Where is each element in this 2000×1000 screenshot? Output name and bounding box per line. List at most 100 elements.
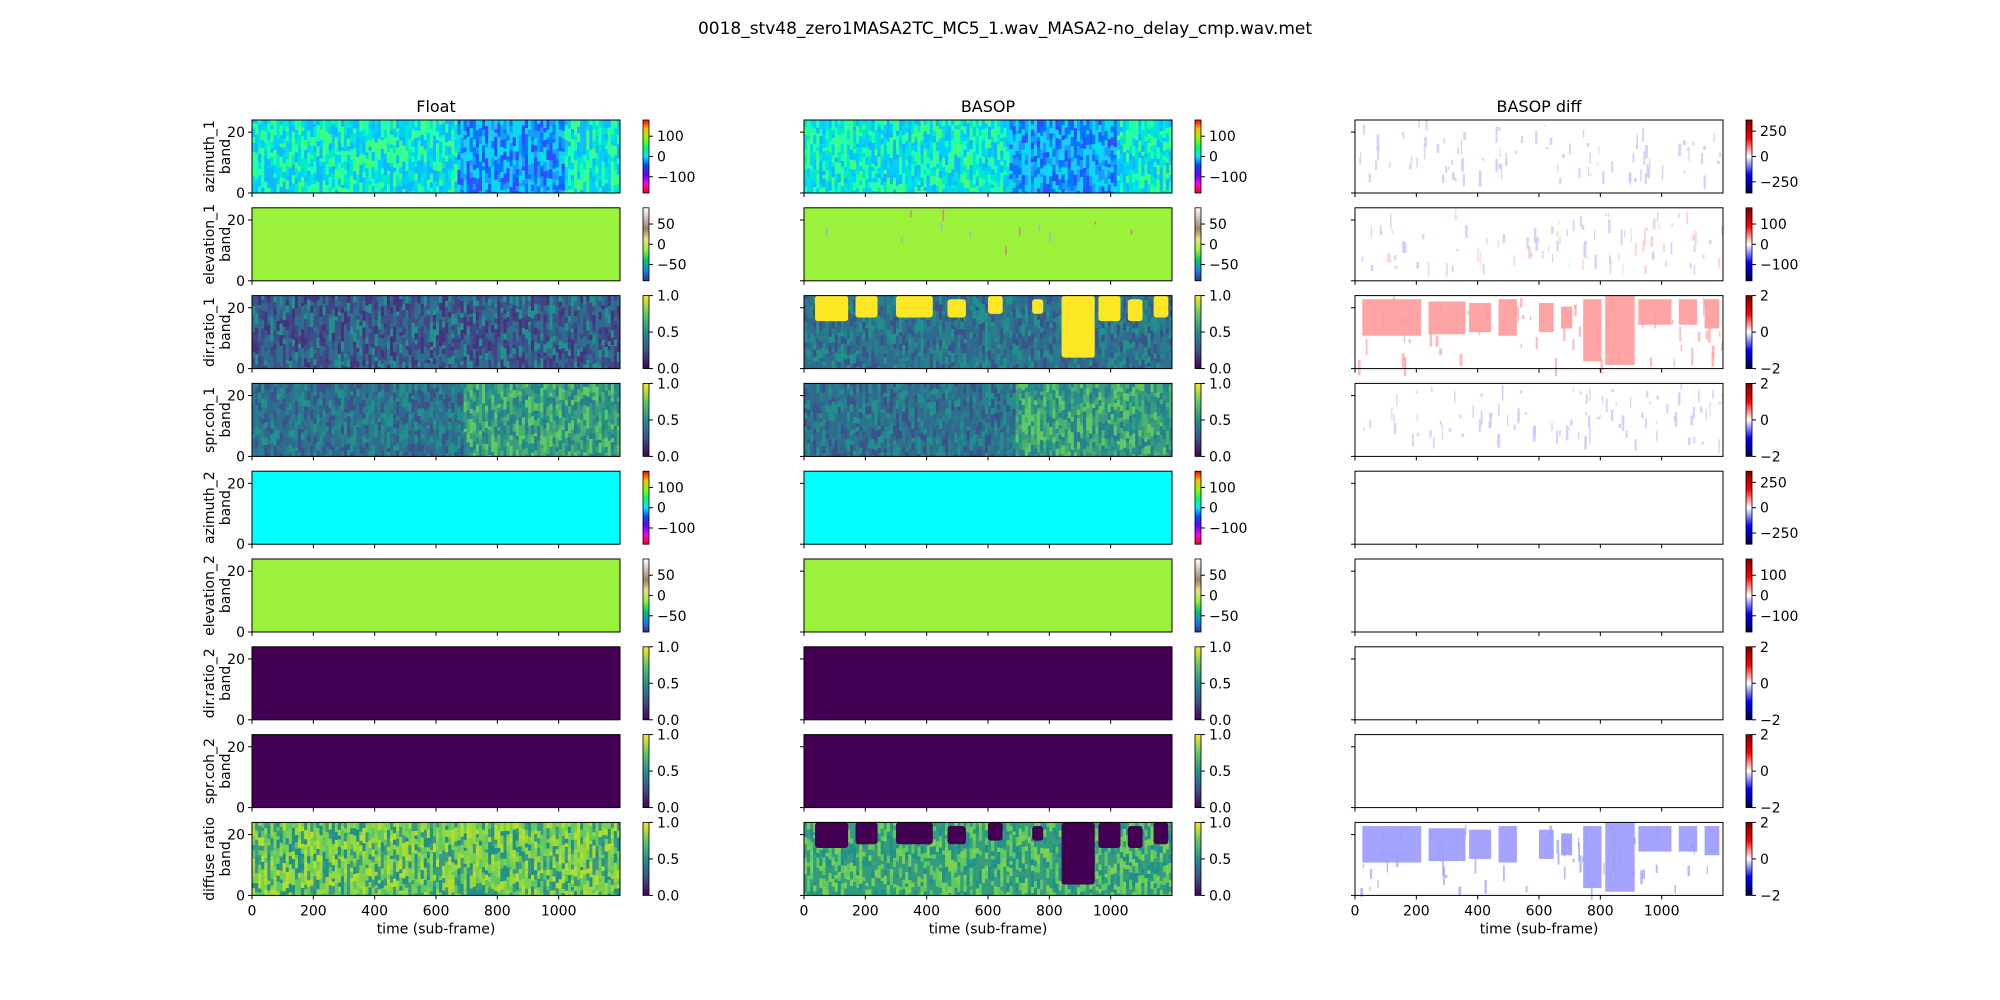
y-tick-label: 20 bbox=[227, 828, 245, 844]
x-tick-label: 1000 bbox=[541, 903, 577, 919]
colorbar: 1.0 0.5 0.0 bbox=[642, 815, 679, 904]
panel-background bbox=[1355, 646, 1723, 720]
colorbar: 2 0 −2 bbox=[1745, 289, 1781, 378]
colorbar-tick-label: 0 bbox=[657, 501, 666, 517]
y-tick-label: 0 bbox=[236, 713, 245, 729]
colorbar-tick-label: 0.0 bbox=[657, 713, 679, 729]
panel-background bbox=[252, 734, 620, 808]
heatmap-panel: 0 200 400 600 800 1000 2 0 −2 bbox=[1351, 815, 1781, 919]
y-tick-label: 20 bbox=[227, 213, 245, 229]
colorbar-tick-label: 100 bbox=[657, 129, 684, 145]
panel-background bbox=[804, 471, 1172, 545]
y-tick-label: 0 bbox=[236, 801, 245, 817]
colorbar-tick-label: −2 bbox=[1760, 449, 1781, 465]
colorbar: 1.0 0.5 0.0 bbox=[642, 289, 679, 378]
colorbar-tick-label: 0 bbox=[1760, 413, 1769, 429]
colorbar: 250 0 −250 bbox=[1745, 119, 1798, 194]
colorbar-tick-label: 0 bbox=[1760, 589, 1769, 605]
colorbar-tick-label: 1.0 bbox=[1209, 640, 1231, 656]
heatmap-panel: 1.0 0.5 0.0 bbox=[800, 640, 1231, 729]
y-tick-label: 20 bbox=[227, 389, 245, 405]
heatmap-panel: 0 20 elevation_2 band 50 0 −50 bbox=[202, 555, 687, 641]
colorbar-tick-label: 0 bbox=[1760, 764, 1769, 780]
colorbar-tick-label: 0 bbox=[657, 589, 666, 605]
heatmap-panel: 250 0 −250 bbox=[1351, 119, 1798, 197]
heatmap-panel: 100 0 −100 bbox=[800, 470, 1247, 549]
colorbar-tick-label: 100 bbox=[657, 480, 684, 496]
colorbar: 2 0 −2 bbox=[1745, 640, 1781, 729]
colorbar-tick-label: −50 bbox=[1209, 609, 1239, 625]
colorbar-tick-label: 0 bbox=[1209, 150, 1218, 166]
panel-background bbox=[1355, 734, 1723, 808]
panel-background bbox=[1355, 120, 1723, 193]
colorbar-tick-label: 250 bbox=[1760, 475, 1787, 491]
colorbar: 1.0 0.5 0.0 bbox=[1194, 815, 1231, 904]
colorbar: 2 0 −2 bbox=[1745, 815, 1781, 904]
panel-background bbox=[804, 207, 1172, 281]
y-axis-label: dir.ratio_1 bbox=[202, 297, 218, 367]
heatmap-panel: 2 0 −2 bbox=[1351, 289, 1781, 378]
colorbar-tick-label: 0.0 bbox=[1209, 888, 1231, 904]
x-tick-label: 200 bbox=[1403, 903, 1430, 919]
colorbar-tick-label: 0.5 bbox=[657, 852, 679, 868]
colorbar-tick-label: 1.0 bbox=[657, 815, 679, 831]
x-tick-label: 600 bbox=[423, 903, 450, 919]
colorbar-tick-label: 1.0 bbox=[1209, 815, 1231, 831]
colorbar-tick-label: 0.5 bbox=[1209, 325, 1231, 341]
colorbar: 1.0 0.5 0.0 bbox=[1194, 289, 1231, 378]
x-tick-label: 1000 bbox=[1093, 903, 1129, 919]
colorbar-tick-label: 0.0 bbox=[1209, 362, 1231, 378]
colorbar-tick-label: 50 bbox=[1209, 217, 1227, 233]
panel-background bbox=[252, 471, 620, 545]
y-axis-label: diffuse ratio bbox=[202, 817, 218, 901]
y-axis-label: dir.ratio_2 bbox=[202, 648, 218, 718]
colorbar-tick-label: 0.5 bbox=[657, 676, 679, 692]
colorbar-tick-label: −50 bbox=[657, 609, 687, 625]
y-tick-label: 20 bbox=[227, 652, 245, 668]
colorbar-tick-label: 100 bbox=[1209, 480, 1236, 496]
colorbar-tick-label: 0 bbox=[1760, 325, 1769, 341]
y-axis-label: band bbox=[218, 753, 234, 788]
x-tick-label: 200 bbox=[852, 903, 879, 919]
colorbar: 100 0 −100 bbox=[1745, 207, 1798, 282]
y-axis-label: band bbox=[218, 490, 234, 525]
colorbar: 1.0 0.5 0.0 bbox=[1194, 640, 1231, 729]
colorbar-tick-label: −100 bbox=[1209, 170, 1247, 186]
colorbar-tick-label: −100 bbox=[1760, 609, 1798, 625]
heatmap-panel: 2 0 −2 bbox=[1351, 728, 1781, 817]
colorbar-tick-label: 0.5 bbox=[1209, 676, 1231, 692]
y-tick-label: 0 bbox=[236, 186, 245, 202]
x-tick-label: 800 bbox=[1036, 903, 1063, 919]
colorbar-tick-label: −100 bbox=[1760, 258, 1798, 274]
y-tick-label: 0 bbox=[236, 449, 245, 465]
colorbar-tick-label: 100 bbox=[1209, 129, 1236, 145]
panel-background bbox=[252, 646, 620, 720]
colorbar-tick-label: 1.0 bbox=[657, 640, 679, 656]
colorbar: 100 0 −100 bbox=[642, 470, 695, 545]
colorbar-tick-label: 0.0 bbox=[657, 449, 679, 465]
heatmap-panel: 100 0 −100 bbox=[1351, 558, 1798, 636]
heatmap-panel: 0 20 spr.coh_1 band 1.0 0.5 0.0 bbox=[202, 376, 679, 465]
colorbar: 1.0 0.5 0.0 bbox=[1194, 376, 1231, 465]
x-axis-label: time (sub-frame) bbox=[929, 921, 1048, 937]
heatmap-panel: 0 200 400 600 800 1000 1.0 0.5 0.0 bbox=[800, 815, 1232, 919]
colorbar-tick-label: −2 bbox=[1760, 801, 1781, 817]
colorbar-tick-label: 0 bbox=[1209, 589, 1218, 605]
colorbar-tick-label: −2 bbox=[1760, 888, 1781, 904]
y-tick-label: 20 bbox=[227, 476, 245, 492]
colorbar-tick-label: 100 bbox=[1760, 568, 1787, 584]
colorbar-tick-label: 0.5 bbox=[657, 764, 679, 780]
colorbar-tick-label: 0.5 bbox=[657, 413, 679, 429]
y-tick-label: 0 bbox=[236, 274, 245, 290]
x-tick-label: 0 bbox=[1351, 903, 1360, 919]
column-title: Float bbox=[416, 97, 456, 116]
colorbar-tick-label: −250 bbox=[1760, 175, 1798, 191]
colorbar-tick-label: 0 bbox=[657, 237, 666, 253]
y-tick-label: 0 bbox=[236, 625, 245, 641]
colorbar-tick-label: −250 bbox=[1760, 526, 1798, 542]
colorbar-tick-label: 0 bbox=[1209, 237, 1218, 253]
colorbar-tick-label: −100 bbox=[1209, 521, 1247, 537]
colorbar-tick-label: 0 bbox=[1760, 676, 1769, 692]
colorbar: 100 0 −100 bbox=[1194, 470, 1247, 545]
